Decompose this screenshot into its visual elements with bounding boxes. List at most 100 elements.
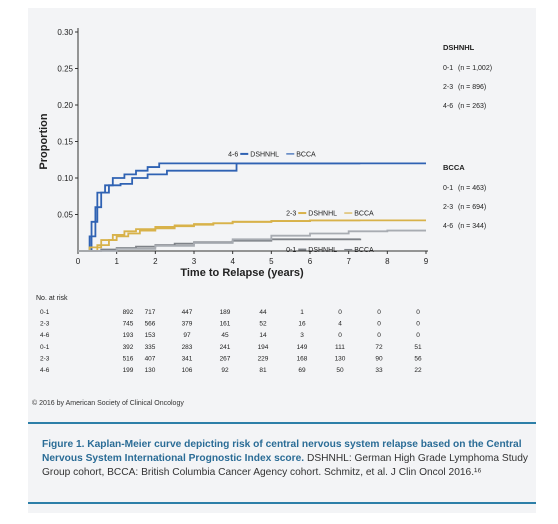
y-tick-label-3: 0.15 (57, 138, 73, 147)
series-line-5 (78, 229, 426, 252)
risk-cell-4-8: 56 (414, 355, 422, 362)
separator-bottom (28, 502, 536, 504)
legend-title-1: BCCA (443, 163, 465, 172)
risk-cell-3-4: 194 (258, 344, 269, 351)
risk-cell-2-7: 0 (377, 332, 381, 339)
series-line-3 (78, 219, 426, 252)
risk-cell-3-2: 283 (182, 344, 193, 351)
risk-cell-3-1: 335 (145, 344, 156, 351)
risk-cell-2-6: 0 (338, 332, 342, 339)
risk-row-label-2: 4-6 (40, 332, 50, 339)
risk-cell-4-1: 407 (145, 355, 156, 362)
y-tick-label-1: 0.25 (57, 65, 73, 74)
risk-row-label-1: 2-3 (40, 321, 50, 328)
risk-cell-2-4: 14 (259, 332, 267, 339)
curve-label-group-0: 4-6 (228, 151, 238, 158)
risk-cell-2-2: 97 (183, 332, 191, 339)
risk-row-label-4: 2-3 (40, 355, 50, 362)
legend-row-label-0-1: 2-3 (443, 84, 453, 91)
curve-label-group-2: 0-1 (286, 247, 296, 254)
x-tick-label-1: 1 (114, 257, 119, 266)
legend-row-label-1-1: 2-3 (443, 204, 453, 211)
risk-cell-1-8: 0 (416, 321, 420, 328)
risk-cell-0-5: 1 (300, 309, 304, 316)
figure-panel: 0.30 0.25 0.20 0.15 0.10 0.05 0 1 2 3 4 5 6 7 8 9 Time t… (28, 8, 536, 513)
x-tick-label-5: 5 (269, 257, 274, 266)
caption-title: Figure 1. Kaplan-Meier curve depicting r… (42, 439, 522, 464)
risk-cell-0-2: 447 (182, 309, 193, 316)
risk-cell-1-5: 16 (298, 321, 306, 328)
risk-cell-3-6: 111 (335, 344, 345, 351)
legend-row-label-1-0: 0-1 (443, 185, 453, 192)
risk-cell-4-0: 516 (123, 355, 134, 362)
curve-label-a-1: DSHNHL (308, 211, 337, 218)
x-tick-label-2: 2 (153, 257, 158, 266)
risk-cell-1-7: 0 (377, 321, 381, 328)
risk-cell-5-0: 199 (123, 367, 134, 374)
y-tick-label-4: 0.10 (57, 174, 73, 183)
series-line-0 (78, 162, 361, 252)
legend-title-0: DSHNHL (443, 43, 475, 52)
risk-cell-5-1: 130 (145, 367, 156, 374)
legend-row-label-0-0: 0-1 (443, 65, 453, 72)
legend-row-n-0-1: (n = 896) (458, 84, 486, 91)
risk-row-label-0: 0-1 (40, 309, 50, 316)
y-tick-label-2: 0.20 (57, 101, 73, 110)
legend-row-label-0-2: 4-6 (443, 103, 453, 110)
legend-row-n-0-0: (n = 1,002) (458, 65, 492, 72)
x-tick-label-8: 8 (385, 257, 390, 266)
legend-row-n-0-2: (n = 263) (458, 103, 486, 110)
risk-cell-1-4: 52 (259, 321, 267, 328)
x-axis-title: Time to Relapse (years) (180, 267, 304, 279)
figure-caption: Figure 1. Kaplan-Meier curve depicting r… (42, 438, 528, 480)
x-tick-label-0: 0 (76, 257, 81, 266)
curve-label-b-1: BCCA (354, 211, 374, 218)
risk-cell-0-0: 892 (123, 309, 134, 316)
curve-label-group-1: 2-3 (286, 211, 296, 218)
risk-cell-3-7: 72 (375, 344, 383, 351)
x-tick-label-3: 3 (192, 257, 197, 266)
x-tick-label-6: 6 (308, 257, 313, 266)
legend-row-label-1-2: 4-6 (443, 223, 453, 230)
risk-cell-5-2: 106 (182, 367, 193, 374)
risk-cell-4-2: 341 (182, 355, 193, 362)
risk-cell-1-0: 745 (123, 321, 134, 328)
legend-row-n-1-2: (n = 344) (458, 223, 486, 230)
risk-cell-2-5: 3 (300, 332, 304, 339)
risk-cell-0-3: 189 (220, 309, 231, 316)
risk-cell-3-8: 51 (414, 344, 422, 351)
risk-cell-1-3: 161 (220, 321, 231, 328)
curve-label-a-2: DSHNHL (308, 247, 337, 254)
copyright-notice: © 2016 by American Society of Clinical O… (32, 400, 184, 407)
risk-cell-1-6: 4 (338, 321, 342, 328)
risk-cell-0-8: 0 (416, 309, 420, 316)
risk-cell-3-0: 392 (123, 344, 134, 351)
risk-cell-1-2: 379 (182, 321, 193, 328)
risk-cell-3-5: 149 (297, 344, 308, 351)
risk-cell-2-3: 45 (221, 332, 229, 339)
risk-row-label-5: 4-6 (40, 367, 50, 374)
risk-cell-5-8: 22 (414, 367, 422, 374)
caption-body: DSHNHL: German High Grade Lymphoma Study… (42, 453, 528, 478)
risk-cell-2-0: 193 (123, 332, 134, 339)
risk-cell-4-3: 267 (220, 355, 231, 362)
risk-table-header: No. at risk (36, 295, 68, 302)
risk-cell-4-5: 168 (297, 355, 308, 362)
series-line-1 (78, 162, 426, 252)
risk-cell-0-7: 0 (377, 309, 381, 316)
risk-cell-5-4: 81 (259, 367, 267, 374)
risk-cell-2-1: 153 (145, 332, 156, 339)
risk-cell-4-7: 90 (375, 355, 383, 362)
x-tick-label-9: 9 (424, 257, 429, 266)
y-tick-label-5: 0.05 (57, 211, 73, 220)
risk-cell-5-5: 69 (298, 367, 306, 374)
legend-row-n-1-0: (n = 463) (458, 185, 486, 192)
risk-cell-5-6: 50 (336, 367, 344, 374)
y-axis-title: Proportion (38, 113, 50, 169)
curve-label-a-0: DSHNHL (250, 151, 279, 158)
y-tick-label-0: 0.30 (57, 28, 73, 37)
risk-cell-1-1: 566 (145, 321, 156, 328)
separator-top (28, 422, 536, 424)
risk-cell-3-3: 241 (220, 344, 231, 351)
